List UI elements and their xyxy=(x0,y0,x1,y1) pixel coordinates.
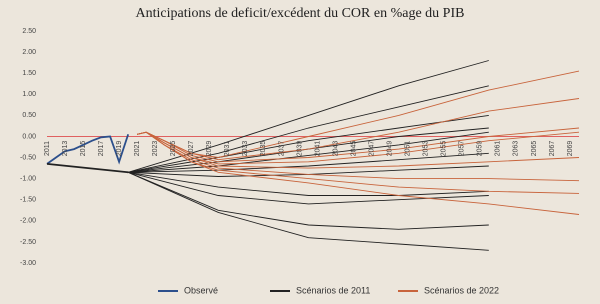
chart-title: Anticipations de deficit/excédent du COR… xyxy=(136,6,465,21)
series-line xyxy=(128,114,489,173)
x-tick-label: 2053 xyxy=(423,141,430,157)
legend-label: Observé xyxy=(184,285,218,295)
legend-label: Scénarios de 2011 xyxy=(296,285,370,295)
x-tick-label: 2015 xyxy=(80,141,87,157)
y-tick-label: -2.50 xyxy=(20,239,36,246)
y-tick-label: -3.00 xyxy=(20,260,36,267)
x-tick-label: 2047 xyxy=(368,141,375,157)
x-tick-label: 2065 xyxy=(531,141,538,157)
y-tick-label: -2.00 xyxy=(20,218,36,225)
y-tick-label: -1.00 xyxy=(20,175,36,182)
legend-label: Scénarios de 2022 xyxy=(424,285,499,295)
x-tick-label: 2033 xyxy=(242,141,249,157)
x-tick-label: 2039 xyxy=(296,141,303,157)
x-tick-label: 2011 xyxy=(44,141,51,156)
x-tick-label: 2061 xyxy=(495,141,502,157)
x-tick-label: 2043 xyxy=(332,141,339,157)
series-line xyxy=(137,131,580,215)
series-line xyxy=(46,134,130,165)
x-tick-label: 2063 xyxy=(513,141,520,157)
x-tick-label: 2059 xyxy=(477,141,484,157)
series-line xyxy=(137,127,580,163)
x-tick-label: 2067 xyxy=(549,141,556,157)
y-tick-label: 2.00 xyxy=(22,49,36,56)
x-tick-label: 2051 xyxy=(405,141,412,157)
x-tick-label: 2027 xyxy=(188,141,195,157)
x-tick-label: 2029 xyxy=(206,141,213,157)
series-line xyxy=(137,131,580,169)
x-tick-label: 2031 xyxy=(224,141,231,157)
y-tick-label: 1.50 xyxy=(22,70,36,77)
x-tick-label: 2023 xyxy=(152,141,159,157)
y-tick-label: -1.50 xyxy=(20,197,36,204)
y-tick-label: 2.50 xyxy=(22,28,36,35)
x-tick-label: 2019 xyxy=(116,141,123,157)
x-tick-label: 2045 xyxy=(350,141,357,157)
x-tick-label: 2037 xyxy=(278,141,285,157)
series-line xyxy=(128,171,489,196)
series-line xyxy=(128,171,489,230)
x-tick-label: 2035 xyxy=(260,141,267,157)
y-tick-label: 0.00 xyxy=(22,133,36,140)
x-tick-label: 2057 xyxy=(459,141,466,157)
y-tick-label: 1.00 xyxy=(22,91,36,98)
x-tick-label: 2021 xyxy=(134,141,141,157)
series-line xyxy=(128,131,489,173)
x-tick-label: 2025 xyxy=(170,141,177,157)
series-line xyxy=(128,85,489,173)
y-tick-label: 0.50 xyxy=(22,112,36,119)
x-tick-label: 2055 xyxy=(441,141,448,157)
y-tick-label: -0.50 xyxy=(20,154,36,161)
series-line xyxy=(128,152,489,173)
series-line xyxy=(128,171,489,251)
x-tick-label: 2041 xyxy=(314,141,321,157)
x-tick-label: 2013 xyxy=(62,141,69,157)
series-line xyxy=(46,163,129,174)
x-tick-label: 2069 xyxy=(567,141,574,157)
x-tick-label: 2017 xyxy=(98,141,105,157)
x-tick-label: 2049 xyxy=(386,141,393,157)
